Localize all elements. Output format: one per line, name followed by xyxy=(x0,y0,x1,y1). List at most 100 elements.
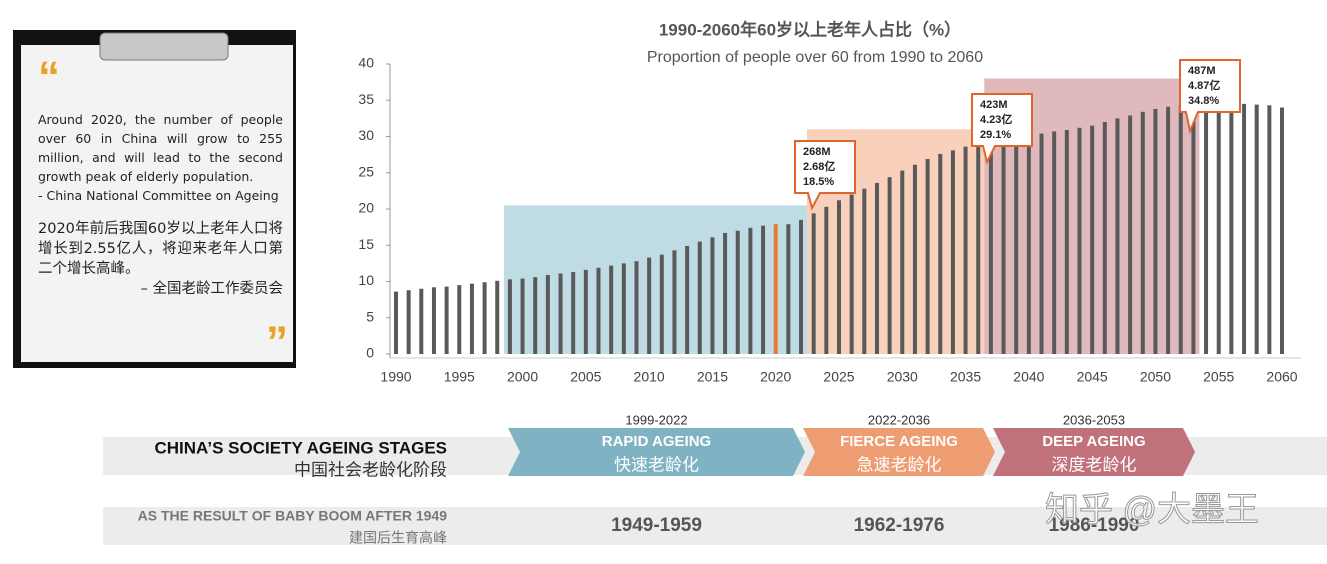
quote-card: Around 2020, the number of people over 6… xyxy=(38,110,283,299)
x-tick-label: 2055 xyxy=(1203,369,1234,385)
bar xyxy=(1280,107,1285,354)
stage-shade xyxy=(503,205,808,354)
row-subtitle: 建国后生育高峰 xyxy=(349,530,447,546)
x-tick-label: 1990 xyxy=(380,369,411,385)
bar xyxy=(596,267,601,354)
stage-name-zh: 急速老龄化 xyxy=(857,455,942,474)
bar xyxy=(773,224,778,354)
bar xyxy=(1064,129,1069,354)
bar xyxy=(1102,122,1107,354)
x-tick-label: 2035 xyxy=(950,369,981,385)
y-tick-label: 30 xyxy=(358,127,374,143)
bar xyxy=(1001,140,1006,354)
stage-period: 1999-2022 xyxy=(625,412,687,427)
stage-name-zh: 深度老龄化 xyxy=(1052,455,1137,474)
quote-source-zh: – 全国老龄工作委员会 xyxy=(140,281,283,297)
bar xyxy=(533,277,538,354)
bar xyxy=(824,206,829,354)
bar xyxy=(507,279,512,354)
bar xyxy=(685,245,690,354)
boom-years: 1962-1976 xyxy=(854,515,945,536)
bar xyxy=(1242,103,1247,354)
bar xyxy=(1191,101,1196,354)
bar xyxy=(849,194,854,354)
bar xyxy=(1115,118,1120,354)
bar xyxy=(786,224,791,354)
bar xyxy=(1026,137,1031,354)
bar xyxy=(495,280,500,354)
stage-arrow xyxy=(803,428,995,476)
x-tick-label: 2015 xyxy=(697,369,728,385)
bar xyxy=(837,200,841,354)
bar xyxy=(419,288,424,354)
chart-subtitle: Proportion of people over 60 from 1990 t… xyxy=(647,49,983,66)
bar xyxy=(406,290,411,354)
x-tick-label: 2025 xyxy=(823,369,854,385)
bar xyxy=(634,261,639,354)
bar xyxy=(950,150,955,354)
boom-years: 1949-1959 xyxy=(611,515,702,536)
y-tick-label: 10 xyxy=(358,272,374,288)
bar xyxy=(621,263,626,354)
bar xyxy=(735,230,740,354)
bar xyxy=(1153,108,1158,354)
x-tick-label: 2040 xyxy=(1013,369,1044,385)
bar xyxy=(710,237,715,354)
bar xyxy=(862,188,867,354)
bar xyxy=(963,146,968,354)
callout-text: 487M xyxy=(1188,65,1216,77)
bar xyxy=(1267,105,1272,354)
callout-text: 4.23亿 xyxy=(980,112,1012,126)
bar xyxy=(925,158,930,354)
callout-text: 4.87亿 xyxy=(1188,78,1220,92)
x-tick-label: 2060 xyxy=(1266,369,1297,385)
x-tick-label: 2020 xyxy=(760,369,791,385)
row-band xyxy=(103,507,1327,545)
stage-name-en: FIERCE AGEING xyxy=(840,433,958,450)
x-tick-label: 2030 xyxy=(887,369,918,385)
x-tick-label: 2050 xyxy=(1140,369,1171,385)
y-tick-label: 15 xyxy=(358,236,374,252)
y-tick-label: 20 xyxy=(358,200,374,216)
bar xyxy=(761,225,766,354)
bar xyxy=(900,170,905,354)
bar xyxy=(482,282,487,354)
stage-arrow xyxy=(993,428,1195,476)
bar xyxy=(1140,111,1145,354)
bar xyxy=(697,241,702,354)
bar xyxy=(609,265,614,354)
bar xyxy=(1077,127,1082,354)
y-tick-label: 0 xyxy=(366,345,374,361)
stage-arrow xyxy=(508,428,805,476)
row-title: AS THE RESULT OF BABY BOOM AFTER 1949 xyxy=(138,508,448,524)
bar xyxy=(672,250,677,354)
bar xyxy=(1229,103,1234,354)
stage-name-en: DEEP AGEING xyxy=(1042,433,1145,450)
quote-en: Around 2020, the number of people over 6… xyxy=(38,112,283,184)
x-tick-label: 2010 xyxy=(634,369,665,385)
bar xyxy=(393,291,398,354)
x-tick-label: 2045 xyxy=(1077,369,1108,385)
callout-text: 18.5% xyxy=(803,176,834,188)
bar xyxy=(431,287,436,354)
bar xyxy=(874,182,879,354)
bar xyxy=(887,177,892,354)
bar xyxy=(1166,106,1171,355)
callout-box xyxy=(1179,59,1241,135)
callout-text: 268M xyxy=(803,146,831,158)
bar xyxy=(1052,131,1057,354)
quote-source-en: - China National Committee on Ageing xyxy=(38,188,279,203)
bar xyxy=(583,269,588,354)
y-tick-label: 35 xyxy=(358,91,374,107)
bar xyxy=(1204,102,1209,354)
y-tick-label: 40 xyxy=(358,55,374,71)
callout-text: 423M xyxy=(980,99,1008,111)
callout-box xyxy=(794,140,856,211)
bar xyxy=(748,227,753,354)
bar xyxy=(469,283,474,354)
bar xyxy=(723,232,728,354)
callout-text: 2.68亿 xyxy=(803,159,835,173)
bar xyxy=(1014,138,1019,354)
bar xyxy=(811,213,816,354)
